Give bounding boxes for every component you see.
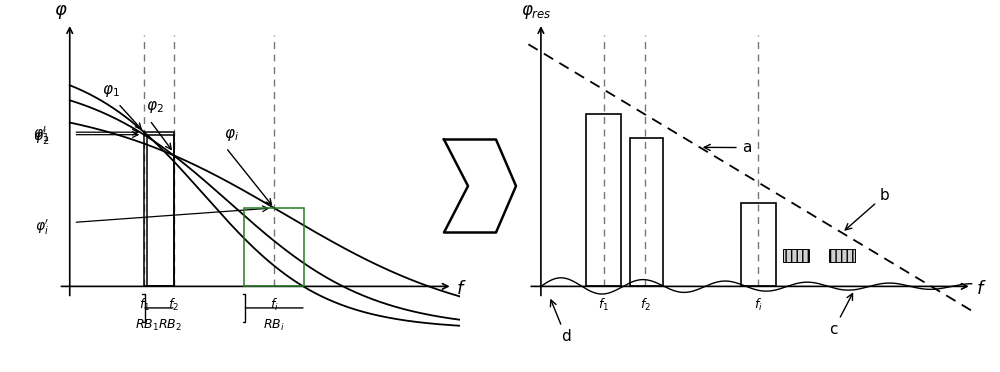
Text: $\varphi_2'$: $\varphi_2'$: [33, 128, 49, 147]
Text: $RB_1RB_2$: $RB_1RB_2$: [135, 317, 182, 333]
Text: a: a: [704, 140, 751, 155]
Text: c: c: [829, 294, 853, 337]
Text: $\varphi_i$: $\varphi_i$: [224, 127, 239, 143]
Text: $\varphi_2$: $\varphi_2$: [146, 99, 164, 115]
Text: $\varphi_1$: $\varphi_1$: [102, 83, 120, 99]
Text: $f_i$: $f_i$: [754, 297, 763, 313]
Bar: [783, 249, 809, 263]
Text: $\varphi$: $\varphi$: [54, 3, 67, 21]
Text: $f$: $f$: [456, 280, 467, 298]
Bar: [630, 138, 663, 286]
Bar: [144, 132, 174, 286]
Text: $f_1$: $f_1$: [598, 297, 609, 313]
Bar: [586, 114, 621, 286]
Text: $RB_i$: $RB_i$: [263, 317, 285, 333]
Text: $\varphi_{res}$: $\varphi_{res}$: [521, 3, 552, 21]
Text: $f_1$: $f_1$: [139, 297, 150, 313]
Text: $\varphi_i'$: $\varphi_i'$: [35, 218, 49, 237]
Bar: [147, 135, 174, 286]
Text: $\varphi_1'$: $\varphi_1'$: [33, 125, 49, 144]
Text: d: d: [550, 300, 571, 344]
Text: $f_2$: $f_2$: [168, 297, 179, 313]
Text: $f$: $f$: [976, 280, 986, 298]
Text: $f_2$: $f_2$: [640, 297, 651, 313]
Text: $f_i$: $f_i$: [270, 297, 279, 313]
Bar: [244, 208, 304, 286]
Bar: [829, 249, 855, 263]
Bar: [741, 203, 776, 286]
Text: b: b: [845, 188, 889, 230]
